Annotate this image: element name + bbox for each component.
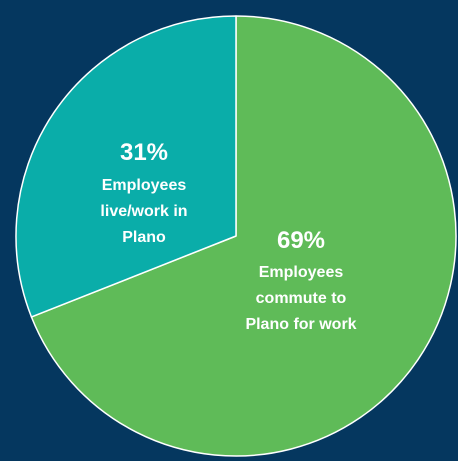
pie-slice-live-work: [15, 15, 237, 318]
pie-slice-commute: [30, 15, 457, 457]
pie-labels: 69% Employees commute to Plano for work …: [100, 139, 356, 333]
slice-commute-label-line-1: Employees: [259, 264, 344, 281]
slice-commute-percent: 69%: [277, 227, 325, 254]
slice-commute-label-line-2: commute to: [256, 290, 347, 307]
slice-live-label-line-1: Employees: [102, 177, 187, 194]
slice-live-label-line-3: Plano: [122, 229, 166, 246]
slice-live-label-line-2: live/work in: [100, 203, 187, 220]
pie-slices: [15, 15, 457, 457]
slice-live-percent: 31%: [120, 139, 168, 166]
slice-commute-label-line-3: Plano for work: [245, 316, 356, 333]
